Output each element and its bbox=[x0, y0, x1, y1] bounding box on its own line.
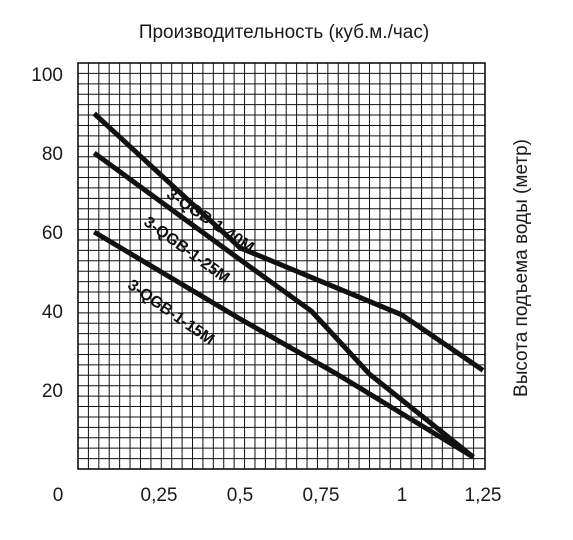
series-line-2 bbox=[92, 150, 475, 460]
y-tick-label: 80 bbox=[42, 144, 63, 165]
x-tick-label: 1 bbox=[397, 485, 408, 506]
series-line-1 bbox=[92, 111, 485, 373]
plot-frame bbox=[77, 62, 486, 470]
y-tick-label: 20 bbox=[42, 381, 63, 402]
tick-label-layer: 100 80 60 40 20 0 0,25 0,5 0,75 1 1,25 bbox=[31, 65, 501, 506]
series-layer bbox=[92, 111, 485, 460]
y-tick-label: 100 bbox=[31, 65, 63, 86]
x-tick-label: 0,25 bbox=[141, 485, 178, 506]
x-tick-label: 0,5 bbox=[227, 485, 253, 506]
series-line-3 bbox=[92, 229, 475, 460]
y-axis-title: Высота подъема воды (метр) bbox=[511, 139, 532, 397]
x-tick-label: 0,75 bbox=[303, 485, 340, 506]
chart-title: Производительность (куб.м./час) bbox=[139, 22, 429, 43]
x-tick-label: 1,25 bbox=[465, 485, 502, 506]
x-tick-label: 0 bbox=[53, 485, 64, 506]
y-tick-label: 60 bbox=[42, 223, 63, 244]
y-tick-label: 40 bbox=[42, 302, 63, 323]
